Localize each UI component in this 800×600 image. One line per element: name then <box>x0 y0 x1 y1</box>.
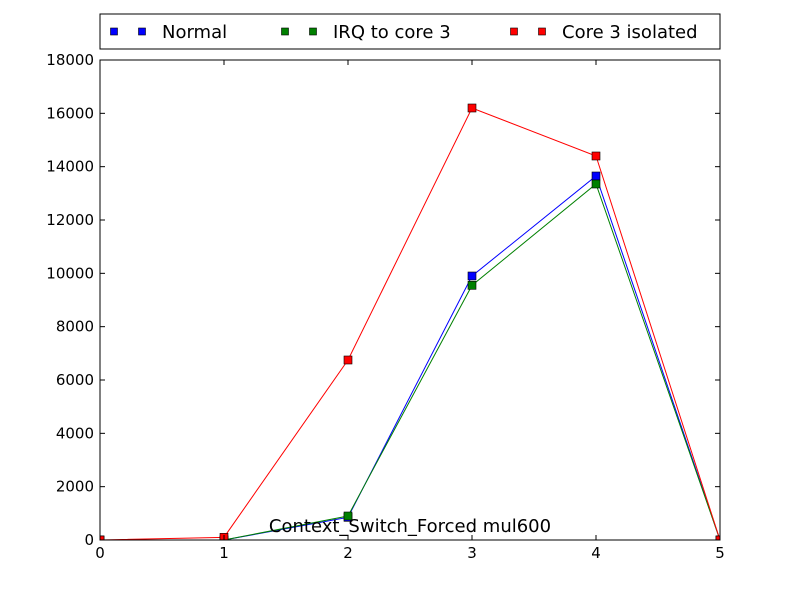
series-layer <box>100 103 720 540</box>
data-point-core-3-isolated <box>715 535 720 540</box>
x-tick-label: 3 <box>467 544 477 562</box>
legend-marker <box>138 27 146 36</box>
y-tick-label: 4000 <box>56 424 94 442</box>
ticks-layer: 0 1 2 3 4 5 0 2000 4000 6000 8000 10000 12000 14000 16… <box>46 51 724 562</box>
x-tick-label: 1 <box>219 544 229 562</box>
x-tick-label: 0 <box>95 544 105 562</box>
data-point-irq-to-core-3 <box>467 281 477 290</box>
data-point-normal <box>591 171 601 181</box>
data-point-core-3-isolated <box>100 535 105 540</box>
legend-label: Normal <box>162 22 227 43</box>
legend-entries: Normal IRQ to core 3 Core 3 isolated <box>110 22 698 43</box>
legend-frame <box>99 13 721 50</box>
legend-marker <box>510 27 518 36</box>
legend: Normal IRQ to core 3 Core 3 isolated <box>99 13 721 50</box>
y-tick-label: 2000 <box>56 478 94 496</box>
y-tick-label: 0 <box>84 531 94 549</box>
legend-label: Core 3 isolated <box>562 22 698 43</box>
axes-frame <box>99 59 721 541</box>
legend-marker <box>281 27 289 36</box>
y-tick-label: 8000 <box>56 318 94 336</box>
y-tick-label: 16000 <box>46 104 94 122</box>
data-point-core-3-isolated <box>343 355 353 365</box>
x-tick-label: 5 <box>715 544 725 562</box>
series-line-core-3-isolated <box>100 107 720 540</box>
data-point-normal <box>467 271 477 281</box>
series-line-irq-to-core-3 <box>100 183 720 540</box>
data-point-irq-to-core-3 <box>591 179 601 189</box>
y-tick-label: 14000 <box>46 158 94 176</box>
data-point-irq-to-core-3 <box>343 511 353 521</box>
chart-title: Context_Switch_Forced mul600 <box>269 516 551 537</box>
series-line-normal <box>100 175 720 540</box>
y-tick-label: 6000 <box>56 371 94 389</box>
y-tick-label: 12000 <box>46 211 94 229</box>
x-tick-label: 4 <box>591 544 601 562</box>
x-tick-label: 2 <box>343 544 353 562</box>
legend-marker <box>538 27 546 36</box>
y-tick-label: 18000 <box>46 51 94 69</box>
data-point-core-3-isolated <box>467 103 477 113</box>
plot-area: 0 1 2 3 4 5 0 2000 4000 6000 8000 10000 12000 14000 16… <box>46 51 724 562</box>
y-tick-label: 10000 <box>46 264 94 282</box>
legend-marker <box>110 27 118 36</box>
data-point-core-3-isolated <box>591 151 601 161</box>
legend-marker <box>309 27 317 36</box>
legend-label: IRQ to core 3 <box>333 22 451 43</box>
